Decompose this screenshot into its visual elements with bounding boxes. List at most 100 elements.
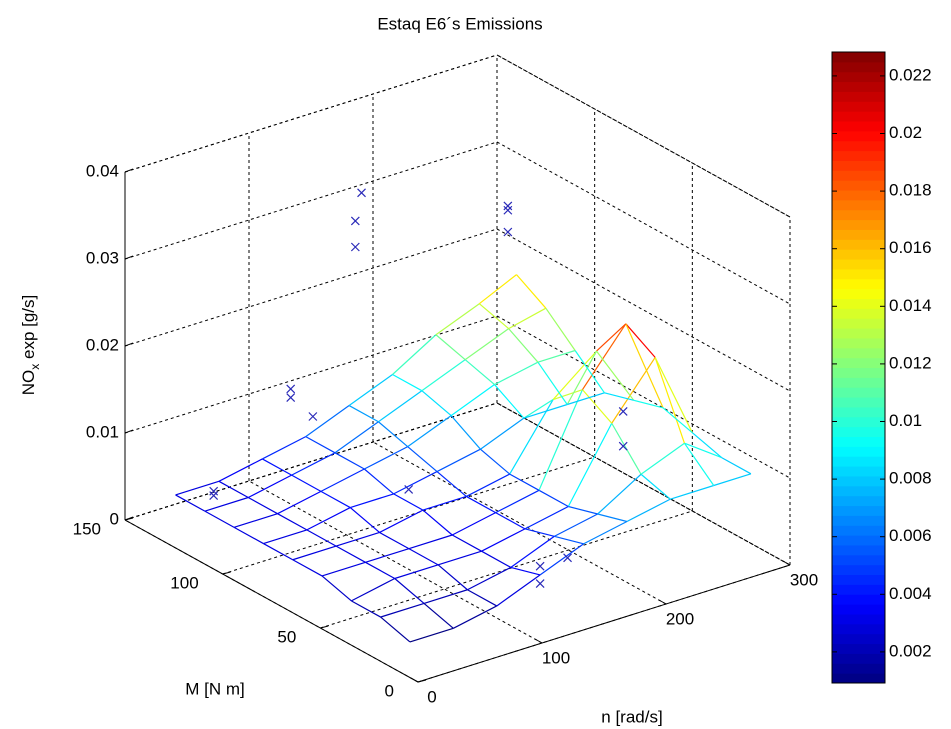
colorbar-cell <box>832 525 885 536</box>
mesh-edge <box>218 480 249 499</box>
data-point <box>286 393 296 403</box>
data-point <box>535 561 545 571</box>
mesh-edge <box>277 513 308 531</box>
mesh-edge <box>378 421 409 448</box>
mesh-edge <box>509 399 554 475</box>
mesh-edge <box>233 513 278 528</box>
colorbar-cell <box>832 446 885 457</box>
mesh-edge <box>495 512 526 530</box>
mesh-edge <box>408 534 453 550</box>
mesh-edge <box>204 496 249 512</box>
mesh-edge <box>574 350 605 394</box>
mesh-edge <box>510 566 541 576</box>
data-point <box>618 406 628 416</box>
y-tick-label: 150 <box>73 519 101 538</box>
tick-mark <box>124 517 134 521</box>
colorbar-cell <box>832 91 885 102</box>
colorbar-tick-label: 0.01 <box>889 411 922 430</box>
x-tick-label: 300 <box>790 570 818 589</box>
mesh-edge <box>713 473 752 487</box>
mesh-edge <box>596 323 627 352</box>
data-point <box>503 201 513 211</box>
mesh-edge <box>204 510 235 528</box>
colorbar-cell <box>832 495 885 507</box>
colorbar-cell <box>832 288 885 299</box>
mesh-edge <box>218 458 263 482</box>
mesh-edge <box>335 531 380 547</box>
y-tick-label: 50 <box>277 627 296 646</box>
mesh-edge <box>626 498 671 523</box>
colorbar-cell <box>832 643 885 654</box>
colorbar-cell <box>832 239 885 250</box>
data-point <box>503 227 513 237</box>
mesh-edge <box>537 361 568 405</box>
data-point <box>308 412 318 421</box>
z-label-rest: exp [g/s] <box>19 295 38 364</box>
mesh-edge <box>393 493 424 511</box>
colorbar-tick-label: 0.002 <box>889 641 932 660</box>
mesh-edge <box>553 513 598 537</box>
mesh-edge <box>335 545 366 563</box>
colorbar-cell <box>832 544 885 556</box>
colorbar-cell <box>832 406 885 418</box>
colorbar-cell <box>832 466 885 477</box>
mesh-edge <box>262 436 307 460</box>
colorbar-cell <box>832 564 885 576</box>
mesh-edge <box>640 442 685 475</box>
mesh-edge <box>539 543 584 576</box>
mesh-edge <box>509 473 540 491</box>
mesh-edge <box>305 405 350 438</box>
mesh-edge <box>380 602 425 618</box>
grid-line <box>124 141 498 260</box>
colorbar-cell <box>832 535 885 546</box>
mesh-edge <box>654 357 686 444</box>
colorbar-tick-label: 0.004 <box>889 584 932 603</box>
colorbar-tick-label: 0.016 <box>889 238 932 257</box>
mesh-edge <box>494 384 525 419</box>
colorbar-cell <box>832 633 885 645</box>
mesh-edge <box>292 545 337 561</box>
grid-line <box>124 54 498 173</box>
mesh-edge <box>175 494 206 512</box>
mesh-edge <box>581 323 627 390</box>
colorbar-cell <box>832 81 885 92</box>
mesh-edge <box>350 493 394 509</box>
colorbar-tick-label: 0.014 <box>889 296 932 315</box>
colorbar-cell <box>832 190 885 201</box>
mesh-edge <box>451 534 482 552</box>
data-point <box>350 242 360 252</box>
mesh-edge <box>480 417 525 450</box>
mesh-edge <box>247 496 278 515</box>
mesh-edge <box>392 334 437 375</box>
mesh-edge <box>365 548 410 563</box>
colorbar-cell <box>832 259 885 270</box>
tick-mark <box>124 168 134 173</box>
box-edge <box>496 54 791 218</box>
colorbar-cell <box>832 594 885 605</box>
mesh-edge <box>380 616 411 643</box>
mesh-edge <box>435 303 480 336</box>
colorbar-cell <box>832 318 885 329</box>
grid-line <box>372 441 667 605</box>
colorbar-cell <box>832 436 885 447</box>
mesh-edge <box>306 529 337 547</box>
mesh-edge <box>567 392 605 406</box>
mesh-edge <box>552 350 597 400</box>
mesh-edge <box>523 403 568 419</box>
colorbar-cell <box>832 328 885 339</box>
tick-mark <box>782 560 791 566</box>
mesh-edge <box>516 274 547 309</box>
mesh-edge <box>421 359 466 392</box>
data-point <box>563 553 572 563</box>
mesh-edge <box>277 490 322 515</box>
mesh-edge <box>545 307 576 351</box>
colorbar-cell <box>832 101 885 112</box>
colorbar-cell <box>832 456 885 467</box>
mesh-edge <box>554 535 584 545</box>
colorbar-cell <box>832 160 885 171</box>
data-point <box>286 384 296 394</box>
mesh-edge <box>684 442 722 459</box>
colorbar-cell <box>832 387 885 398</box>
z-tick-label: 0.01 <box>86 422 119 441</box>
